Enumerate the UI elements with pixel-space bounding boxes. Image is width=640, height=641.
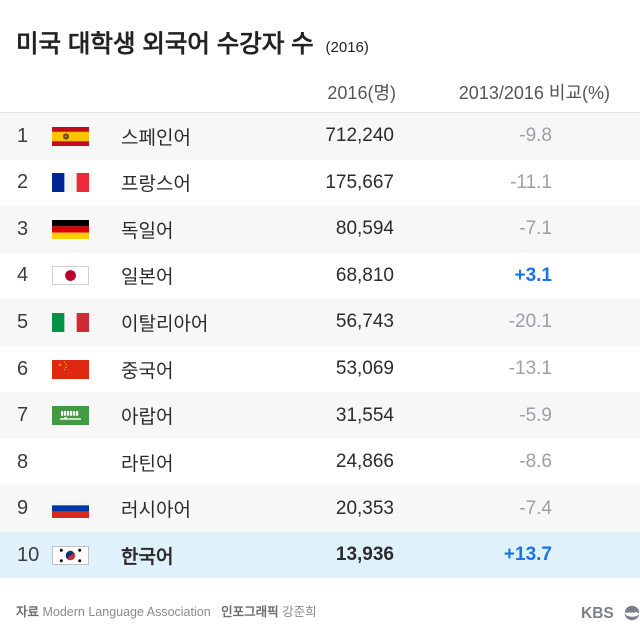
svg-text:KBS: KBS xyxy=(581,605,614,622)
